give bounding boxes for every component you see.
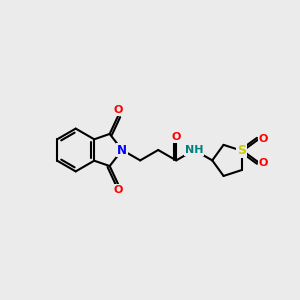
Text: O: O: [113, 105, 123, 115]
Text: O: O: [259, 158, 268, 168]
Text: O: O: [259, 134, 268, 144]
Text: N: N: [117, 143, 127, 157]
Text: S: S: [237, 144, 246, 157]
Text: O: O: [113, 185, 123, 195]
Text: NH: NH: [185, 145, 203, 155]
Text: O: O: [172, 132, 181, 142]
